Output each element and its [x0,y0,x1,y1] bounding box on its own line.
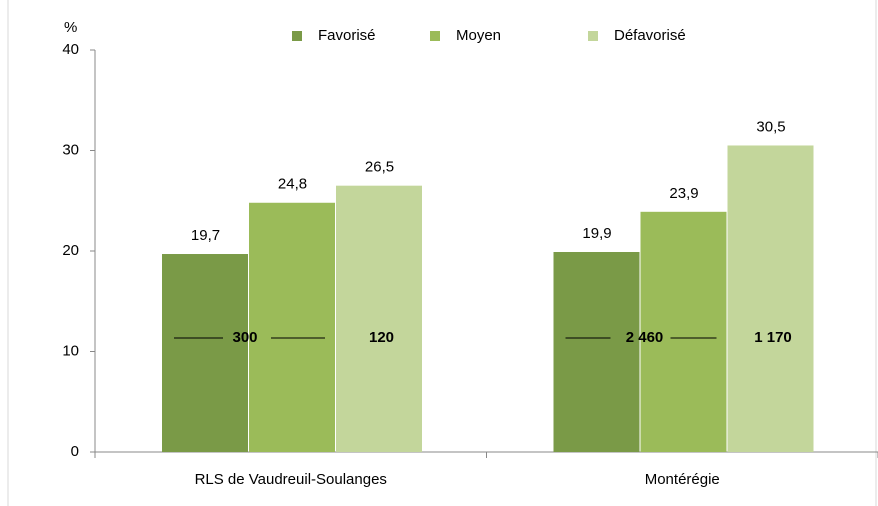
bar [640,211,727,452]
y-tick-label: 10 [62,342,79,359]
legend-label: Défavorisé [614,27,686,44]
value-label: 23,9 [669,185,698,202]
y-tick-label: 30 [62,141,79,158]
value-label: 19,9 [582,225,611,242]
value-label: 19,7 [191,227,220,244]
y-tick-label: 40 [62,41,79,58]
bar [249,202,335,452]
annotation: 2 460 [626,329,664,346]
value-label: 26,5 [365,159,394,176]
y-tick-label: 20 [62,242,79,259]
legend-label: Moyen [456,27,501,44]
legend-label: Favorisé [318,27,376,44]
value-label: 30,5 [756,118,785,135]
annotation: 300 [232,329,257,346]
legend-swatch [292,31,302,41]
legend-swatch [588,31,598,41]
x-tick-label: Montérégie [645,471,720,488]
y-tick-label: 0 [71,443,79,460]
bar [727,145,814,452]
x-tick-label: RLS de Vaudreuil-Soulanges [195,471,387,488]
legend-swatch [430,31,440,41]
bar [162,254,248,452]
value-label: 24,8 [278,176,307,193]
bar [336,185,422,453]
annotation: 1 170 [754,329,792,346]
annotation: 120 [369,329,394,346]
bar [553,252,640,452]
y-axis-label: % [64,19,77,36]
